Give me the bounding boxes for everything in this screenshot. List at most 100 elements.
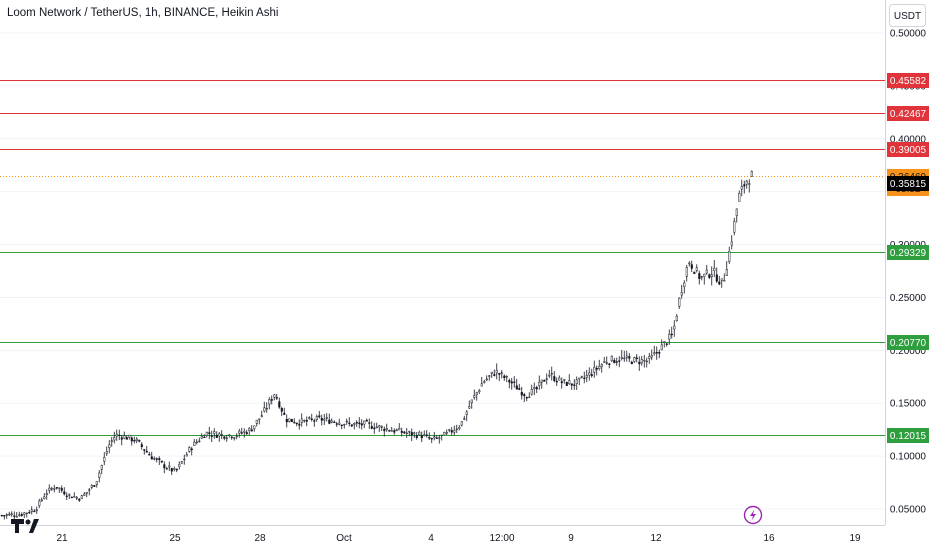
candle-up: [115, 433, 118, 437]
candle-down: [555, 380, 558, 383]
support-price-tag: [887, 245, 929, 260]
candle-up: [683, 282, 686, 287]
candle-down: [138, 439, 141, 442]
candle-up: [378, 425, 381, 428]
candle-up: [735, 208, 738, 217]
candle-up: [408, 431, 411, 433]
candle-down: [295, 422, 298, 425]
candle-down: [203, 436, 206, 439]
candle-down: [515, 385, 518, 390]
support-price-value: 0.29329: [890, 248, 927, 259]
candle-down: [635, 357, 638, 359]
candle-down: [518, 388, 521, 390]
candle-up: [730, 241, 733, 246]
candle-up: [123, 435, 126, 439]
candle-up: [588, 372, 591, 376]
candle-up: [640, 359, 643, 364]
candle-up: [663, 341, 666, 343]
candle-up: [623, 357, 626, 360]
candle-up: [303, 420, 306, 422]
candle-up: [505, 375, 508, 378]
time-axis-labels: 21 25 28 Oct 4 12:00 9 12 16 19: [56, 533, 861, 544]
candle-down: [348, 422, 351, 424]
candle-down: [425, 434, 428, 436]
candle-up: [233, 437, 236, 439]
candle-down: [565, 382, 568, 386]
candle-up: [685, 267, 688, 277]
candle-down: [293, 421, 296, 424]
candle-up: [648, 356, 651, 359]
candle-down: [318, 415, 321, 418]
currency-button[interactable]: USDT: [889, 4, 926, 27]
candle-up: [460, 421, 463, 426]
candle-up: [268, 399, 271, 405]
candle-up: [178, 464, 181, 467]
candle-up: [248, 428, 251, 431]
candle-down: [190, 448, 193, 450]
support-price-value: 0.12015: [890, 431, 927, 442]
candle-up: [338, 422, 341, 425]
lightning-bolt-icon[interactable]: [743, 505, 763, 525]
candle-up: [443, 432, 446, 435]
candle-up: [173, 468, 176, 470]
candle-up: [95, 481, 98, 485]
candle-down: [370, 426, 373, 429]
candle-up: [563, 379, 566, 381]
candle-down: [270, 399, 273, 401]
time-tick-label: 19: [849, 533, 861, 544]
horizontal-levels: [0, 80, 885, 436]
candle-down: [65, 495, 68, 497]
candle-up: [745, 180, 748, 185]
candle-up: [53, 488, 56, 490]
candle-down: [543, 379, 546, 382]
candle-down: [510, 381, 513, 384]
candle-down: [33, 510, 36, 513]
candle-up: [713, 267, 716, 271]
candle-up: [185, 454, 188, 457]
candle-down: [393, 430, 396, 433]
candle-up: [315, 416, 318, 421]
candle-up: [433, 436, 436, 439]
candle-down: [328, 419, 331, 424]
candle-up: [85, 491, 88, 494]
candle-up: [153, 458, 156, 460]
resistance-price-value: 0.45582: [890, 76, 927, 87]
candle-down: [715, 274, 718, 282]
candle-up: [738, 193, 741, 202]
candle-down: [503, 375, 506, 379]
candle-up: [645, 360, 648, 363]
candle-up: [728, 250, 731, 262]
time-tick-label: 21: [56, 533, 68, 544]
candle-up: [168, 465, 171, 468]
candle-down: [383, 428, 386, 432]
candle-up: [463, 418, 466, 420]
candle-up: [750, 171, 753, 177]
candle-up: [585, 375, 588, 378]
candle-down: [170, 468, 173, 472]
candle-up: [748, 183, 751, 185]
candle-up: [418, 432, 421, 436]
candle-down: [525, 397, 528, 399]
candle-up: [545, 378, 548, 380]
candle-up: [105, 451, 108, 454]
candle-up: [710, 274, 713, 278]
candle-up: [58, 487, 61, 489]
candle-up: [205, 431, 208, 437]
candle-up: [110, 440, 113, 443]
candle-up: [485, 378, 488, 381]
candle-down: [230, 436, 233, 439]
candle-up: [580, 376, 583, 378]
support-price-value: 0.20770: [890, 338, 927, 349]
candle-up: [633, 357, 636, 362]
candle-up: [45, 493, 48, 496]
candle-down: [333, 421, 336, 423]
candle-down: [388, 430, 391, 432]
candle-up: [80, 495, 83, 499]
candle-up: [643, 360, 646, 362]
candle-up: [73, 496, 76, 498]
candle-up: [83, 493, 86, 496]
candle-down: [340, 424, 343, 427]
candle-up: [113, 437, 116, 441]
candle-up: [605, 362, 608, 364]
